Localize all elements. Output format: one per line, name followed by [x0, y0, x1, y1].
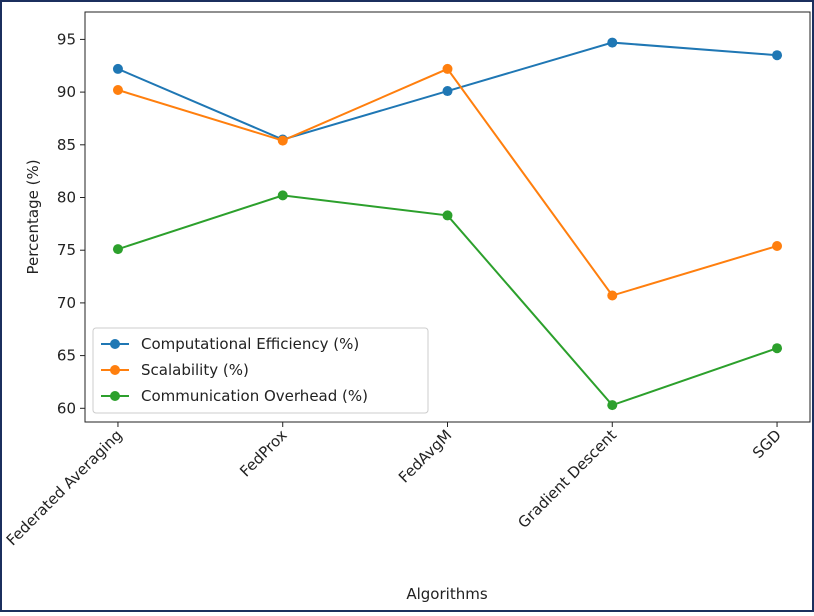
legend-box [92, 327, 429, 414]
data-point [442, 63, 453, 74]
data-point [772, 240, 783, 251]
y-axis-label: Percentage (%) [24, 159, 42, 274]
data-point [607, 400, 618, 411]
y-tick-label: 75 [57, 241, 76, 259]
data-point [442, 210, 453, 221]
legend-label: Communication Overhead (%) [141, 387, 368, 405]
y-tick-label: 90 [57, 83, 76, 101]
data-point [112, 63, 123, 74]
y-tick-label: 95 [57, 30, 76, 48]
data-point [277, 190, 288, 201]
x-axis-label: Algorithms [406, 585, 487, 603]
data-point [112, 244, 123, 255]
y-tick-label: 65 [57, 347, 76, 365]
y-tick-label: 85 [57, 136, 76, 154]
data-point [772, 343, 783, 354]
y-tick-label: 60 [57, 399, 76, 417]
data-point [442, 86, 453, 97]
legend-marker [110, 391, 120, 401]
data-point [112, 84, 123, 95]
y-tick-label: 70 [57, 294, 76, 312]
data-point [607, 37, 618, 48]
legend-label: Computational Efficiency (%) [141, 335, 359, 353]
plot-frame [84, 11, 811, 423]
data-point [772, 50, 783, 61]
legend-marker [110, 339, 120, 349]
y-tick-label: 80 [57, 189, 76, 207]
legend-label: Scalability (%) [141, 361, 249, 379]
data-point [277, 135, 288, 146]
data-point [607, 290, 618, 301]
legend-marker [110, 365, 120, 375]
